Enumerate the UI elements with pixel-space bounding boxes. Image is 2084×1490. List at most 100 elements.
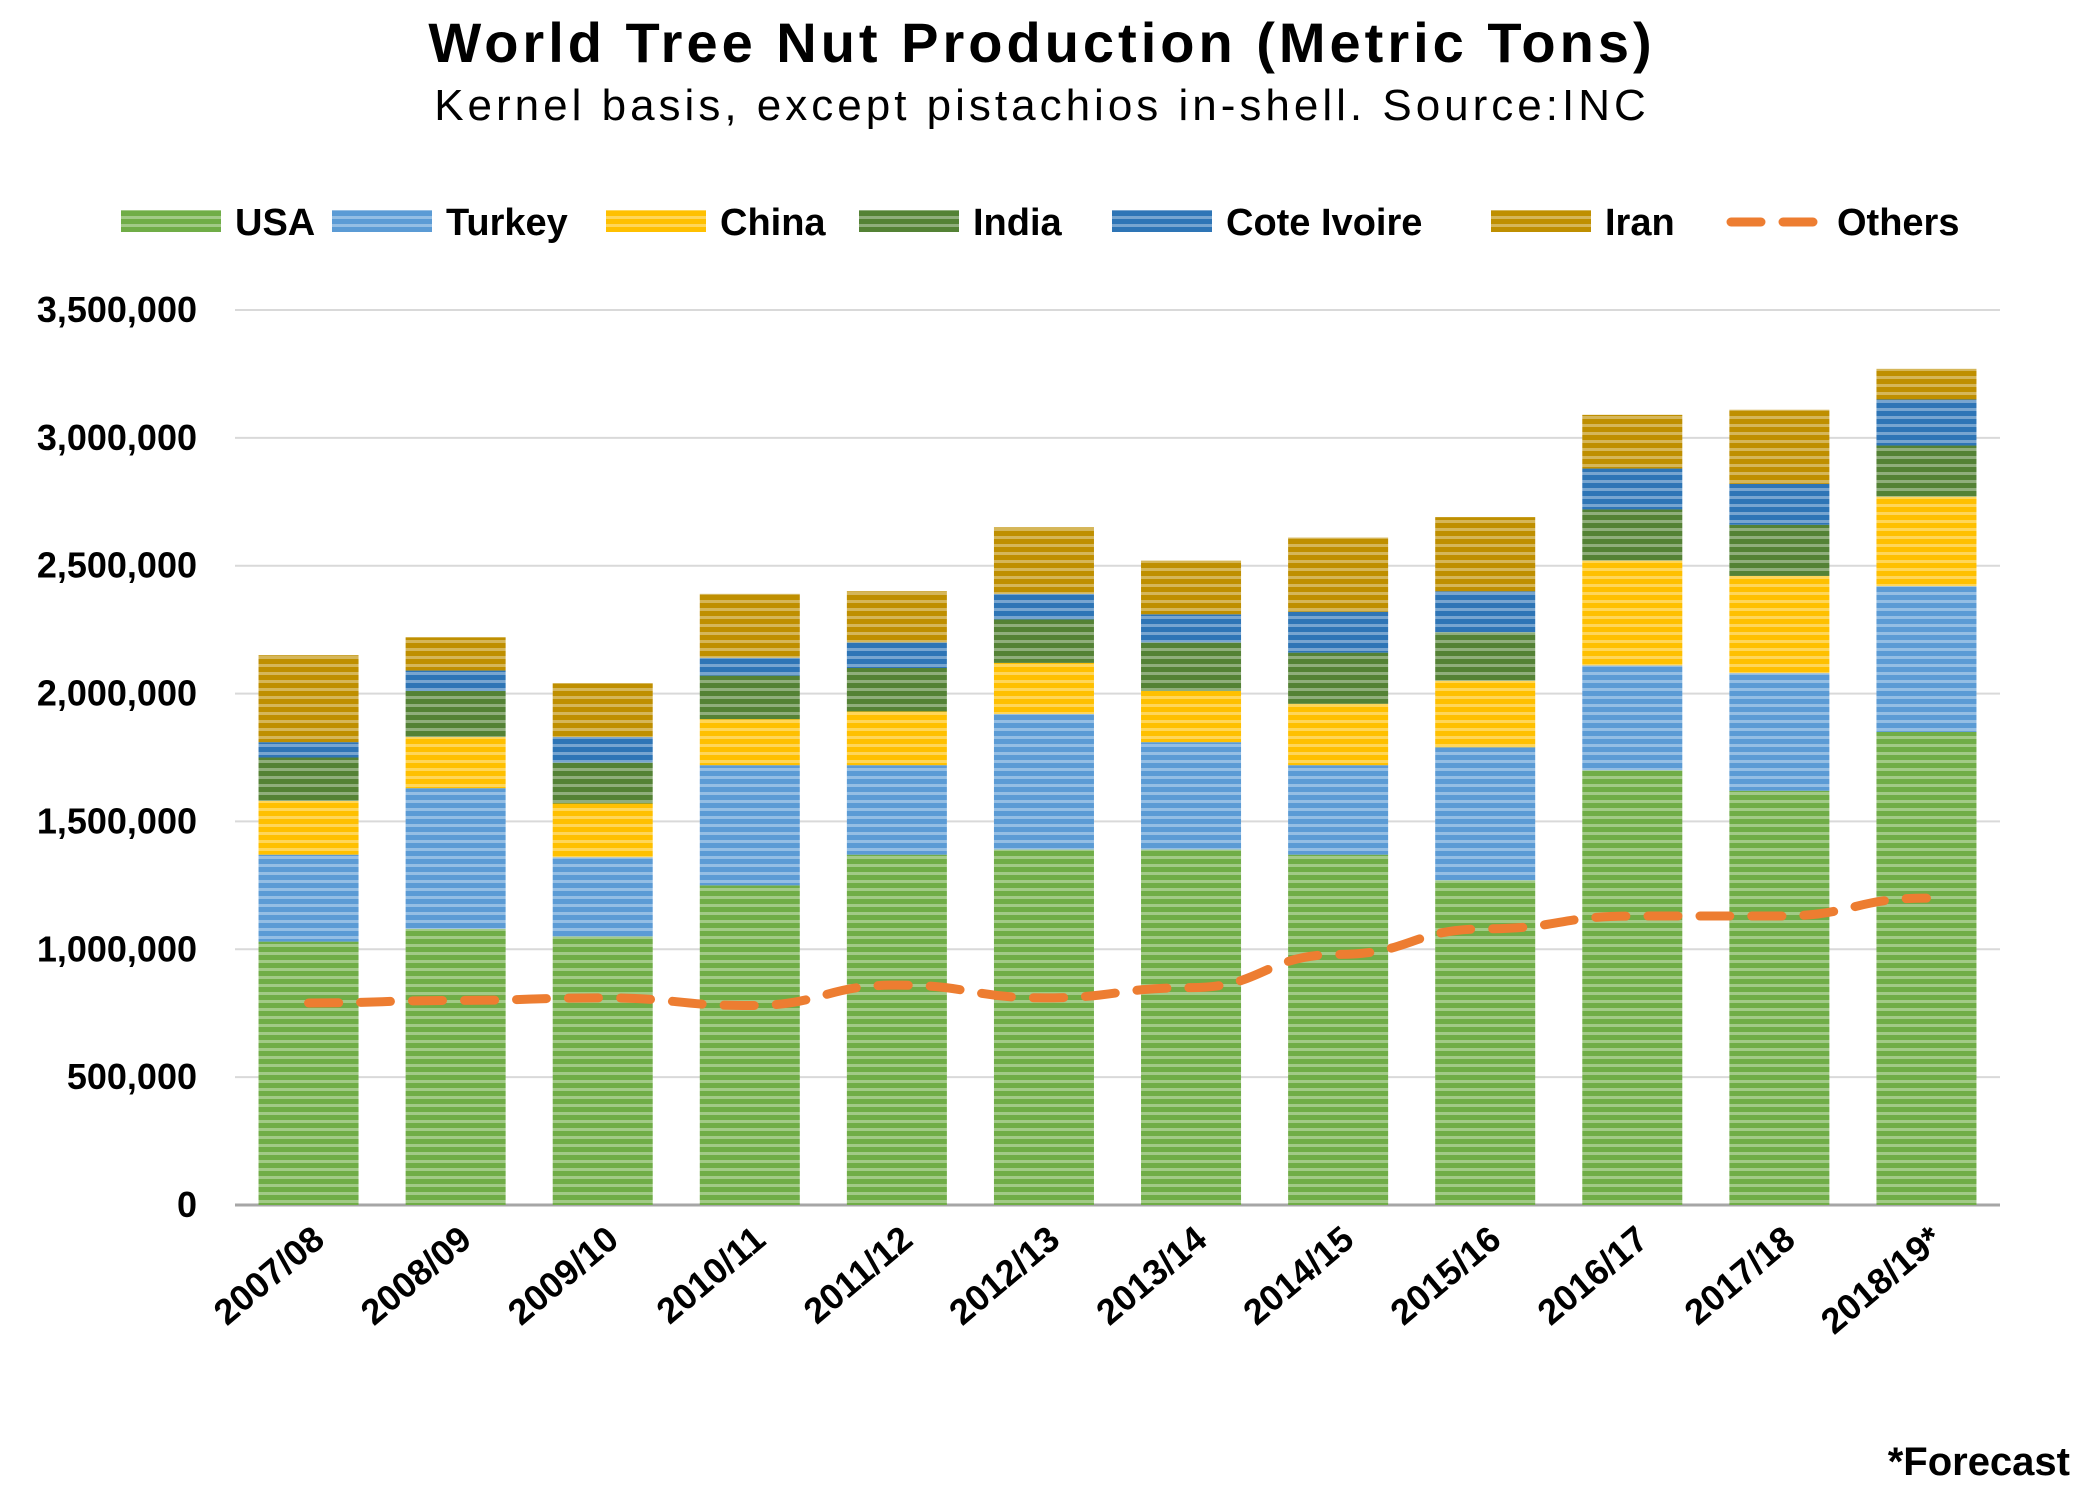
bar-iran-2011-12 [846,591,947,643]
bar-china-2013-14 [1141,691,1242,743]
bar-usa-2010-11 [699,885,800,1205]
bar-india-2013-14 [1141,642,1242,692]
chart-subtitle: Kernel basis, except pistachios in-shell… [434,81,1650,130]
x-tick-label: 2013/14 [1088,1218,1214,1333]
chart-title: World Tree Nut Production (Metric Tons) [428,11,1655,74]
bar-turkey-2007-08 [258,854,359,942]
legend-swatch [332,210,432,232]
gridlines [235,309,2000,1207]
bar-turkey-2014-15 [1288,765,1389,855]
bar-turkey-2010-11 [699,765,800,886]
y-tick-label: 500,000 [67,1056,197,1097]
bar-iran-2014-15 [1288,537,1389,612]
x-tick-label: 2017/18 [1676,1218,1802,1333]
bar-india-2015-16 [1435,632,1536,681]
legend-swatch [121,210,221,232]
legend-item-cote-ivoire: Cote Ivoire [1112,202,1422,244]
bar-iran-2017-18 [1729,409,1830,484]
forecast-note: *Forecast [1888,1440,2070,1484]
bar-iran-2012-13 [993,527,1094,594]
bar-cote-ivoire-2014-15 [1288,611,1389,653]
bars [258,368,1977,1205]
bar-china-2017-18 [1729,575,1830,674]
bar-india-2012-13 [993,619,1094,663]
bar-cote-ivoire-2011-12 [846,642,947,668]
legend-item-india: India [859,202,1063,244]
bar-iran-2009-10 [552,683,653,738]
bar-cote-ivoire-2018-19 [1876,399,1977,446]
bar-usa-2011-12 [846,854,947,1205]
bar-china-2011-12 [846,711,947,766]
bar-iran-2008-09 [405,637,506,671]
bar-usa-2014-15 [1288,854,1389,1205]
legend-item-iran: Iran [1491,202,1675,244]
bar-usa-2007-08 [258,941,359,1205]
bar-cote-ivoire-2015-16 [1435,591,1536,633]
x-axis: 2007/08 2008/09 2009/10 2010/11 2011/12 2012/… [206,1218,1950,1342]
legend-swatch [1112,210,1212,232]
bar-usa-2013-14 [1141,849,1242,1205]
bar-iran-2018-19 [1876,368,1977,400]
bar-cote-ivoire-2012-13 [993,593,1094,620]
bar-usa-2016-17 [1582,770,1683,1205]
y-tick-label: 1,000,000 [37,928,197,969]
bar-india-2011-12 [846,668,947,712]
bar-iran-2007-08 [258,655,359,743]
bar-usa-2018-19 [1876,731,1977,1205]
legend-swatch [859,210,959,232]
others-line [304,893,1931,1011]
bar-turkey-2018-19 [1876,586,1977,732]
y-axis: 0 500,000 1,000,000 1,500,000 2,000,000 2,500… [37,289,197,1225]
legend-item-others: Others [1726,202,1959,244]
bar-cote-ivoire-2008-09 [405,670,506,692]
legend-item-turkey: Turkey [332,202,568,244]
bar-india-2008-09 [405,691,506,738]
x-tick-label: 2011/12 [795,1218,920,1332]
x-tick-label: 2018/19* [1813,1218,1950,1342]
y-tick-label: 2,000,000 [37,673,197,714]
y-tick-label: 3,000,000 [37,417,197,458]
bar-turkey-2016-17 [1582,665,1683,771]
bar-india-2010-11 [699,675,800,720]
legend-swatch [1491,210,1591,232]
bar-usa-2008-09 [405,928,506,1205]
bar-iran-2013-14 [1141,560,1242,615]
legend-item-china: China [606,202,826,244]
bar-india-2009-10 [552,762,653,804]
bar-iran-2016-17 [1582,414,1683,469]
y-tick-label: 0 [177,1184,197,1225]
legend-label: China [720,202,826,244]
bar-india-2016-17 [1582,509,1683,561]
legend-label: Cote Ivoire [1226,202,1422,244]
x-tick-label: 2012/13 [941,1218,1067,1333]
legend-swatch [606,210,706,232]
y-tick-label: 3,500,000 [37,289,197,330]
bar-cote-ivoire-2017-18 [1729,483,1830,525]
bar-turkey-2008-09 [405,788,506,929]
bar-china-2012-13 [993,662,1094,715]
bar-cote-ivoire-2016-17 [1582,468,1683,510]
bar-iran-2010-11 [699,593,800,658]
bar-cote-ivoire-2007-08 [258,742,359,758]
bar-china-2010-11 [699,719,800,766]
legend-item-usa: USA [121,202,315,244]
y-tick-label: 2,500,000 [37,545,197,586]
legend: USA Turkey China India Cote Ivoire Iran Others [121,202,1959,244]
legend-label: Turkey [446,202,568,244]
x-tick-label: 2007/08 [206,1218,332,1333]
bar-china-2016-17 [1582,560,1683,666]
y-tick-label: 1,500,000 [37,800,197,841]
x-tick-label: 2010/11 [648,1218,773,1332]
legend-label: Others [1837,202,1959,244]
bar-china-2018-19 [1876,496,1977,587]
bar-turkey-2009-10 [552,857,653,937]
bar-india-2018-19 [1876,445,1977,497]
x-tick-label: 2014/15 [1235,1218,1361,1333]
bar-cote-ivoire-2009-10 [552,737,653,763]
x-tick-label: 2015/16 [1382,1218,1508,1333]
legend-label: USA [235,202,315,244]
bar-china-2007-08 [258,800,359,855]
bar-turkey-2011-12 [846,765,947,855]
legend-label: Iran [1605,202,1675,244]
